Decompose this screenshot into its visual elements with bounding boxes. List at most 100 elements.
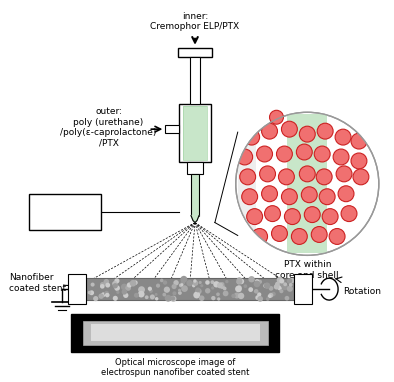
Circle shape xyxy=(256,146,273,162)
Bar xyxy=(71,314,279,352)
Circle shape xyxy=(160,278,164,282)
Circle shape xyxy=(264,282,270,289)
Bar xyxy=(287,114,327,253)
Bar xyxy=(91,324,260,341)
Bar xyxy=(183,106,207,160)
Circle shape xyxy=(277,286,282,290)
Circle shape xyxy=(101,292,106,297)
Circle shape xyxy=(279,289,283,293)
Circle shape xyxy=(156,283,160,288)
Circle shape xyxy=(116,291,119,294)
Bar xyxy=(190,57,200,104)
Circle shape xyxy=(178,291,182,295)
Circle shape xyxy=(179,283,183,287)
Circle shape xyxy=(223,291,229,296)
Circle shape xyxy=(200,284,203,287)
Circle shape xyxy=(195,288,202,295)
Circle shape xyxy=(173,291,177,295)
Circle shape xyxy=(265,285,268,288)
Circle shape xyxy=(271,292,276,296)
Circle shape xyxy=(284,296,289,301)
Circle shape xyxy=(237,277,242,282)
Circle shape xyxy=(248,276,255,282)
Circle shape xyxy=(299,166,315,182)
Bar xyxy=(238,114,256,253)
Circle shape xyxy=(180,276,187,283)
Circle shape xyxy=(319,189,335,205)
Circle shape xyxy=(287,278,292,284)
Circle shape xyxy=(178,289,181,292)
Circle shape xyxy=(150,295,155,299)
Circle shape xyxy=(181,285,188,292)
Circle shape xyxy=(316,169,332,185)
Circle shape xyxy=(145,295,149,299)
Circle shape xyxy=(280,282,285,287)
Circle shape xyxy=(123,293,128,298)
Circle shape xyxy=(105,283,110,288)
Circle shape xyxy=(289,283,293,286)
Circle shape xyxy=(149,289,153,293)
Circle shape xyxy=(193,291,200,298)
Circle shape xyxy=(353,169,369,185)
Circle shape xyxy=(165,295,172,302)
Circle shape xyxy=(248,287,253,292)
Circle shape xyxy=(148,286,152,291)
Circle shape xyxy=(260,166,275,182)
Circle shape xyxy=(217,297,220,301)
Circle shape xyxy=(280,281,285,286)
Circle shape xyxy=(216,293,220,296)
Circle shape xyxy=(257,292,261,296)
Circle shape xyxy=(296,144,312,160)
Circle shape xyxy=(199,295,204,301)
Circle shape xyxy=(220,284,225,289)
Circle shape xyxy=(193,279,197,283)
Circle shape xyxy=(237,149,253,165)
Circle shape xyxy=(234,293,240,298)
Bar xyxy=(187,162,203,174)
Text: Rotation: Rotation xyxy=(343,286,381,296)
Text: PTX: PTX xyxy=(290,115,309,125)
Text: outer:
poly (urethane)
/poly(ε-caprolactone)
/PTX: outer: poly (urethane) /poly(ε-caprolact… xyxy=(60,107,157,147)
Circle shape xyxy=(220,282,225,286)
Text: PTX within
core and shell: PTX within core and shell xyxy=(275,260,339,280)
Bar xyxy=(178,48,212,57)
Circle shape xyxy=(217,282,223,288)
Circle shape xyxy=(257,296,263,302)
Circle shape xyxy=(164,286,170,293)
Circle shape xyxy=(93,296,98,301)
Circle shape xyxy=(100,282,105,287)
Circle shape xyxy=(154,293,158,296)
Bar xyxy=(179,104,211,162)
Circle shape xyxy=(304,207,320,223)
Circle shape xyxy=(121,283,128,290)
Circle shape xyxy=(138,291,145,298)
Circle shape xyxy=(252,228,268,244)
Circle shape xyxy=(299,126,315,142)
Circle shape xyxy=(242,189,258,205)
Circle shape xyxy=(244,129,260,145)
Circle shape xyxy=(277,277,283,283)
Circle shape xyxy=(91,283,95,286)
Circle shape xyxy=(266,297,269,301)
Circle shape xyxy=(281,121,297,137)
Polygon shape xyxy=(191,215,199,223)
Circle shape xyxy=(237,285,242,290)
Circle shape xyxy=(127,282,132,288)
Circle shape xyxy=(311,227,327,243)
Circle shape xyxy=(171,296,175,301)
Circle shape xyxy=(243,284,247,288)
Circle shape xyxy=(290,278,295,283)
Circle shape xyxy=(100,284,105,289)
Circle shape xyxy=(199,281,202,284)
Circle shape xyxy=(136,293,139,296)
Circle shape xyxy=(205,280,210,285)
Circle shape xyxy=(269,110,283,124)
Circle shape xyxy=(180,280,185,285)
Text: inner:
Cremophor ELP/PTX: inner: Cremophor ELP/PTX xyxy=(151,12,240,31)
Circle shape xyxy=(336,166,352,182)
Circle shape xyxy=(254,280,260,287)
Circle shape xyxy=(254,289,258,294)
Circle shape xyxy=(125,285,131,291)
Circle shape xyxy=(211,286,214,290)
Circle shape xyxy=(262,186,277,202)
